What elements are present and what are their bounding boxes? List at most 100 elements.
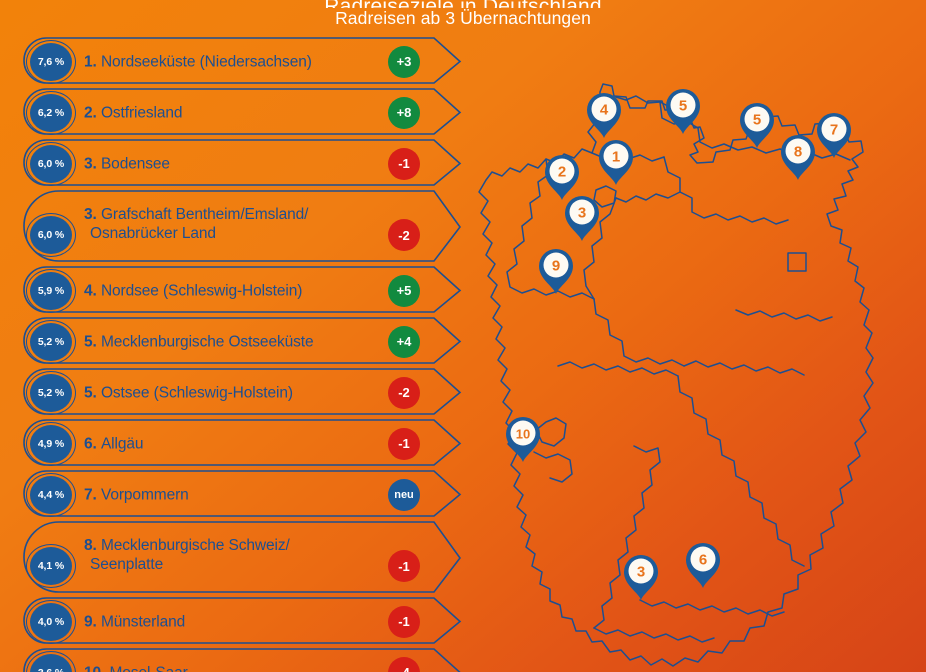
destination-name: Mosel-Saar [109,664,187,672]
destination-name: Ostsee (Schleswig-Holstein) [100,384,293,401]
ranking-row[interactable]: 6,0 % 3. Grafschaft Bentheim/Emsland/Osna… [0,189,462,265]
share-percentage-value: 5,2 % [37,386,65,399]
share-percentage-bubble: 5,2 % [26,319,76,364]
destination-label: 2. Ostfriesland [84,103,248,122]
rank-number: 7. [84,486,101,503]
change-badge: -2 [388,376,420,409]
share-percentage-bubble: 4,0 % [26,599,76,644]
ranking-row[interactable]: 5,2 % 5. Mecklenburgische Ostseeküste +4 [0,316,462,367]
map-pin-9[interactable]: 9 [539,249,573,294]
destination-label: 3. Bodensee [84,154,236,173]
share-percentage-value: 6,0 % [37,157,65,170]
pin-disc [549,158,575,184]
pin-disc [628,558,654,584]
bubble-ring [26,370,76,415]
pin-rank-number: 7 [830,122,838,139]
map-pin-6[interactable]: 6 [686,543,720,588]
destination-label: 6. Allgäu [84,434,209,453]
pin-disc [785,138,811,164]
bubble-ring [26,39,76,84]
share-percentage-value: 7,6 % [37,55,65,68]
change-badge: -1 [388,550,420,582]
map-pin-3[interactable]: 3 [565,196,599,241]
map-pin-8[interactable]: 8 [781,135,815,180]
ranking-row[interactable]: 4,9 % 6. Allgäu -1 [0,418,462,469]
share-percentage-value: 3,6 % [38,667,64,672]
bubble-disc: 3,6 % [30,653,72,672]
change-badge: +3 [388,45,420,78]
row-chevron-shape [23,647,462,672]
bubble-ring [26,421,76,466]
ranking-row[interactable]: 7,6 % 1. Nordseeküste (Niedersachsen) +3 [0,36,462,87]
pin-rank-number: 3 [578,205,586,222]
pin-rank-number: 2 [558,164,566,181]
ranking-row[interactable]: 4,1 % 8. Mecklenburgische Schweiz/Seenpla… [0,520,462,596]
share-percentage-bubble: 6,0 % [26,213,76,257]
destination-name: Nordseeküste (Niedersachsen) [100,53,312,70]
map-pin-2[interactable]: 2 [545,155,579,200]
bubble-disc: 5,2 % [30,322,72,361]
share-percentage-value: 4,4 % [37,488,65,501]
ranking-list: 7,6 % 1. Nordseeküste (Niedersachsen) +3 6,… [0,36,470,672]
row-chevron-shape [23,189,462,265]
share-percentage-value: 5,9 % [37,284,65,297]
pin-disc [690,546,716,572]
destination-name: Ostfriesland [100,104,183,121]
share-percentage-bubble: 6,2 % [26,90,76,135]
bubble-ring [26,319,76,364]
change-badge: -1 [388,427,420,460]
bubble-disc: 4,4 % [30,475,72,514]
pin-disc [543,252,569,278]
rank-number: 3. [84,155,101,172]
map-pin-5[interactable]: 5 [666,89,700,134]
pin-rank-number: 5 [679,98,687,115]
bubble-ring [26,213,76,257]
map-pin-5[interactable]: 5 [740,103,774,148]
destination-label: 3. Grafschaft Bentheim/Emsland/Osnabrück… [84,205,374,243]
share-percentage-bubble: 4,9 % [26,421,76,466]
rank-number: 5. [84,384,101,401]
destination-label: 7. Vorpommern [84,485,255,504]
destination-name: Vorpommern [100,486,189,503]
map-svg: 4 5 5 7 8 1 2 3 9 10 3 6 [478,83,874,667]
change-badge: +8 [388,96,420,129]
rank-number: 4. [84,282,101,299]
change-badge: neu [388,478,420,511]
rank-number: 3. [84,206,101,223]
row-chevron-shape [23,520,462,596]
destination-name: Münsterland [100,613,186,630]
bubble-ring [26,90,76,135]
map-pin-10[interactable]: 10 [506,417,540,462]
destination-name: Mecklenburgische Ostseeküste [100,333,314,350]
destination-label: 8. Mecklenburgische Schweiz/Seenplatte [84,536,356,574]
bubble-ring [26,268,76,313]
bubble-ring [26,141,76,186]
ranking-row[interactable]: 5,9 % 4. Nordsee (Schleswig-Holstein) +5 [0,265,462,316]
ranking-row[interactable]: 4,0 % 9. Münsterland -1 [0,596,462,647]
share-percentage-bubble: 5,9 % [26,268,76,313]
map-pin-4[interactable]: 4 [587,93,621,138]
ranking-row[interactable]: 5,2 % 5. Ostsee (Schleswig-Holstein) -2 [0,367,462,418]
pin-disc [821,116,847,142]
destination-label: 9. Münsterland [84,612,251,631]
share-percentage-bubble: 4,1 % [26,544,76,588]
destination-label: 5. Mecklenburgische Ostseeküste [84,332,380,351]
change-badge: +5 [388,274,420,307]
map-pin-7[interactable]: 7 [817,113,851,158]
map-pin-1[interactable]: 1 [599,140,633,185]
destination-name-line2: Seenplatte [90,556,164,573]
ranking-row[interactable]: 4,4 % 7. Vorpommern neu [0,469,462,520]
ranking-row[interactable]: 3,6 % 10. Mosel-Saar -4 [0,647,462,672]
bubble-disc: 4,0 % [30,602,72,641]
map-pin-group: 4 5 5 7 8 1 2 3 9 10 3 6 [506,89,851,600]
rank-number: 6. [84,435,101,452]
rank-number: 5. [84,333,101,350]
pin-rank-number: 10 [516,427,530,442]
rank-number: 1. [84,53,101,70]
bubble-ring [26,472,76,517]
share-percentage-bubble: 6,0 % [26,141,76,186]
ranking-row[interactable]: 6,0 % 3. Bodensee -1 [0,138,462,189]
infographic-header: Radreiseziele in Deutschland Radreisen a… [0,0,926,30]
ranking-row[interactable]: 6,2 % 2. Ostfriesland +8 [0,87,462,138]
map-pin-3[interactable]: 3 [624,555,658,600]
